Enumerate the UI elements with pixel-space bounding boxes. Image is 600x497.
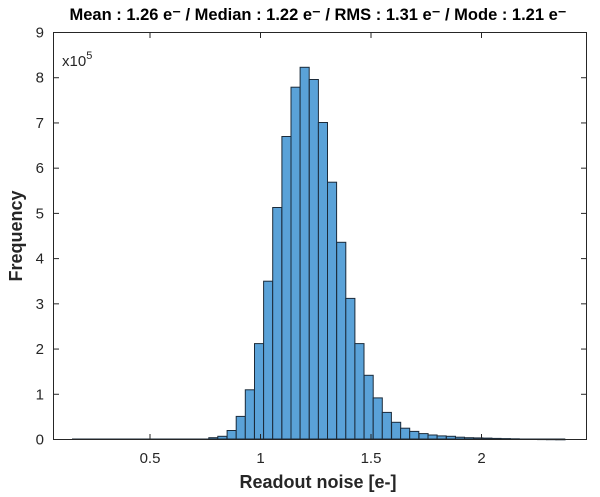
y-tick-label: 8 bbox=[36, 70, 44, 87]
y-multiplier-label: x105 bbox=[62, 50, 92, 70]
histogram-bar bbox=[308, 79, 319, 440]
y-axis-label: Frequency bbox=[6, 190, 26, 281]
chart-title: Mean : 1.26 e⁻ / Median : 1.22 e⁻ / RMS … bbox=[69, 6, 566, 24]
plot-frame bbox=[53, 32, 587, 440]
x-axis-ticks: 0.5 1 1.5 2 bbox=[140, 32, 486, 467]
histogram-bar bbox=[254, 343, 265, 441]
y-tick-label: 0 bbox=[36, 432, 44, 449]
histogram-bar bbox=[263, 280, 274, 441]
histogram-bar bbox=[363, 374, 374, 440]
histogram-bar bbox=[345, 297, 356, 440]
histogram-bars bbox=[199, 66, 566, 441]
histogram-bar bbox=[272, 207, 283, 440]
histogram-bar bbox=[391, 421, 402, 440]
y-tick-label: 3 bbox=[36, 296, 44, 313]
histogram-bar bbox=[400, 427, 411, 441]
x-tick-label: 1 bbox=[256, 450, 264, 467]
x-tick-label: 1.5 bbox=[361, 450, 382, 467]
histogram-bar bbox=[290, 86, 301, 440]
histogram-bar bbox=[354, 343, 365, 441]
y-tick-label: 6 bbox=[36, 160, 44, 177]
y-axis-ticks: 0 1 2 3 4 5 6 7 8 9 bbox=[36, 25, 587, 449]
histogram-bar bbox=[299, 66, 310, 441]
y-tick-label: 1 bbox=[36, 386, 44, 403]
histogram-bar bbox=[381, 411, 392, 440]
histogram-bar bbox=[226, 430, 237, 440]
y-tick-label: 2 bbox=[36, 341, 44, 358]
histogram-bar bbox=[317, 122, 328, 440]
x-tick-label: 2 bbox=[477, 450, 485, 467]
histogram-bar bbox=[327, 181, 338, 440]
histogram-bar bbox=[336, 241, 347, 440]
x-tick-label: 0.5 bbox=[140, 450, 161, 467]
y-tick-label: 9 bbox=[36, 25, 44, 42]
histogram-bar bbox=[281, 136, 292, 440]
histogram-bar bbox=[235, 415, 246, 440]
y-tick-label: 5 bbox=[36, 205, 44, 222]
y-tick-label: 4 bbox=[36, 251, 44, 268]
histogram-bar bbox=[244, 389, 255, 440]
histogram-bar bbox=[372, 397, 383, 440]
y-tick-label: 7 bbox=[36, 115, 44, 132]
histogram-bar bbox=[409, 430, 420, 440]
x-axis-label: Readout noise [e-] bbox=[239, 472, 396, 492]
